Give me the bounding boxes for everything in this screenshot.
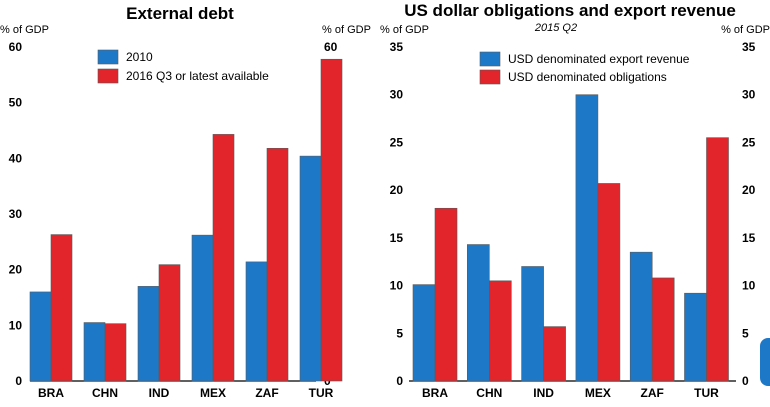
y-tick-label-left: 15 <box>390 231 404 245</box>
usd-obligations-panel: US dollar obligations and export revenue… <box>380 1 770 400</box>
chart-title: US dollar obligations and export revenue <box>404 1 736 20</box>
bar-tur-series-0 <box>299 155 322 382</box>
bar-bra-series-1 <box>434 207 458 382</box>
bar-bra-series-1 <box>50 234 73 382</box>
y-tick-label-left: 30 <box>390 88 404 102</box>
y-tick-label-left: 20 <box>9 263 23 277</box>
y-tick-label-left: 40 <box>9 151 23 165</box>
decorative-corner-tab <box>760 338 770 386</box>
bar-mex-series-1 <box>597 183 621 382</box>
y-tick-label-left: 20 <box>390 183 404 197</box>
y-tick-label-left: 25 <box>390 135 404 149</box>
legend-swatch <box>479 69 501 85</box>
legend-swatch <box>479 51 501 67</box>
right-axis-unit: % of GDP <box>721 24 770 36</box>
y-tick-label-right: 5 <box>742 326 749 340</box>
y-tick-label-right: 60 <box>324 40 338 54</box>
y-tick-label-right: 10 <box>742 279 756 293</box>
y-tick-label-left: 35 <box>390 40 404 54</box>
bar-ind-series-1 <box>543 326 566 382</box>
bar-tur-series-1 <box>706 137 729 382</box>
y-tick-label-right: 0 <box>742 374 749 388</box>
bar-bra-series-0 <box>29 291 52 382</box>
y-tick-label-left: 10 <box>390 279 404 293</box>
y-tick-label-right: 20 <box>742 183 756 197</box>
y-tick-label-left: 30 <box>9 207 23 221</box>
bar-tur-series-0 <box>684 292 707 382</box>
bar-chn-series-1 <box>488 280 512 382</box>
bar-ind-series-0 <box>137 286 160 382</box>
category-label: MEX <box>200 386 226 400</box>
bar-zaf-series-0 <box>629 251 653 382</box>
bar-mex-series-0 <box>575 94 599 382</box>
bar-ind-series-0 <box>521 266 544 382</box>
category-label: MEX <box>585 386 611 400</box>
legend-label: 2016 Q3 or latest available <box>126 69 269 83</box>
category-label: CHN <box>476 386 502 400</box>
bar-mex-series-0 <box>191 234 214 382</box>
left-axis-unit: % of GDP <box>0 24 49 36</box>
left-axis-unit: % of GDP <box>380 24 429 36</box>
external-debt-panel: External debt % of GDP % of GDP 00101020… <box>0 4 371 400</box>
category-label: BRA <box>422 386 448 400</box>
category-label: TUR <box>694 386 719 400</box>
category-label: ZAF <box>255 386 278 400</box>
category-label: BRA <box>38 386 64 400</box>
chart-title: External debt <box>126 4 234 23</box>
bar-zaf-series-1 <box>651 277 675 382</box>
bar-chn-series-0 <box>466 244 490 382</box>
category-label: IND <box>533 386 554 400</box>
bar-mex-series-1 <box>212 134 235 382</box>
bar-zaf-series-1 <box>266 148 289 382</box>
right-axis-unit: % of GDP <box>322 24 371 36</box>
legend-label: USD denominated export revenue <box>508 52 690 66</box>
y-tick-label-left: 0 <box>15 374 22 388</box>
y-tick-label-left: 60 <box>9 40 23 54</box>
bar-zaf-series-0 <box>245 261 268 382</box>
bar-bra-series-0 <box>412 284 436 382</box>
bar-ind-series-1 <box>158 264 181 382</box>
bar-chn-series-1 <box>104 323 127 382</box>
category-label: TUR <box>309 386 334 400</box>
y-tick-label-left: 50 <box>9 96 23 110</box>
legend-swatch <box>97 68 119 84</box>
bar-chn-series-0 <box>83 322 106 382</box>
y-tick-label-right: 35 <box>742 40 756 54</box>
y-tick-label-left: 10 <box>9 318 23 332</box>
legend-label: USD denominated obligations <box>508 70 667 84</box>
chart-subtitle: 2015 Q2 <box>534 22 577 34</box>
category-label: ZAF <box>641 386 664 400</box>
y-tick-label-right: 25 <box>742 135 756 149</box>
legend-swatch <box>97 49 119 65</box>
y-tick-label-left: 0 <box>396 374 403 388</box>
legend-label: 2010 <box>126 50 153 64</box>
category-label: CHN <box>92 386 118 400</box>
bar-tur-series-1 <box>320 58 343 382</box>
y-tick-label-right: 15 <box>742 231 756 245</box>
category-label: IND <box>149 386 170 400</box>
y-tick-label-right: 30 <box>742 88 756 102</box>
y-tick-label-left: 5 <box>396 326 403 340</box>
